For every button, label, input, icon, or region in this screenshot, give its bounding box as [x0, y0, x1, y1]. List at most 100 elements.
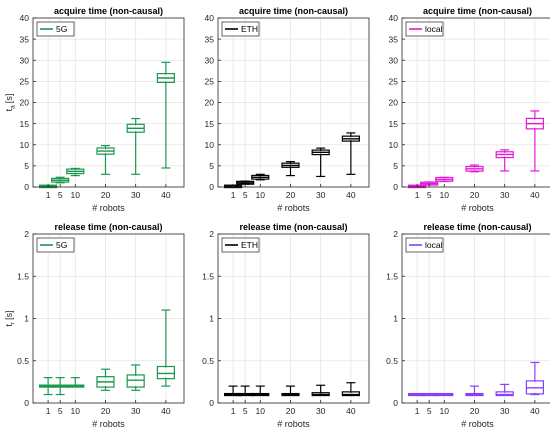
- y-tick-label: 5: [393, 161, 398, 171]
- x-tick-label: 10: [256, 190, 266, 200]
- x-tick-label: 20: [101, 406, 111, 416]
- y-tick-label: 0.5: [386, 356, 398, 366]
- box-iqr: [341, 391, 360, 397]
- y-axis-label-symbol: t: [4, 324, 14, 327]
- y-tick-label: 40: [205, 13, 215, 23]
- legend-label: local: [425, 240, 443, 250]
- x-tick-label: 30: [131, 406, 141, 416]
- y-tick-label: 10: [205, 140, 215, 150]
- y-tick-label: 35: [205, 34, 215, 44]
- x-tick-label: 30: [131, 190, 141, 200]
- y-tick-label: 20: [389, 98, 399, 108]
- y-tick-label: 30: [205, 55, 215, 65]
- box-40: [156, 309, 175, 387]
- x-tick-label: 10: [256, 406, 266, 416]
- x-tick-label: 10: [440, 190, 450, 200]
- y-tick-label: 2: [209, 229, 214, 239]
- box-iqr: [495, 391, 514, 397]
- y-tick-label: 35: [20, 34, 30, 44]
- box-40: [525, 110, 544, 172]
- y-tick-label: 5: [209, 161, 214, 171]
- y-tick-label: 1.5: [202, 271, 214, 281]
- legend: local: [405, 237, 444, 253]
- y-tick-label: 1.5: [386, 271, 398, 281]
- y-tick-label: 0: [24, 398, 29, 408]
- box-20: [465, 385, 484, 397]
- x-tick-label: 30: [500, 406, 510, 416]
- y-tick-label: 1: [209, 314, 214, 324]
- x-tick-label: 5: [427, 406, 432, 416]
- x-tick-label: 1: [46, 190, 51, 200]
- subplot-title: acquire time (non-causal): [423, 6, 532, 16]
- y-tick-label: 25: [205, 77, 215, 87]
- legend-box: [36, 21, 75, 37]
- box-10: [251, 173, 270, 181]
- y-tick-label: 2: [24, 229, 29, 239]
- legend-box: [221, 21, 260, 37]
- x-tick-label: 5: [58, 406, 63, 416]
- legend: 5G: [36, 237, 75, 253]
- y-tick-label: 0: [209, 182, 214, 192]
- y-tick-label: 40: [20, 13, 30, 23]
- x-tick-label: 1: [46, 406, 51, 416]
- box-20: [96, 368, 115, 391]
- x-tick-label: 20: [286, 190, 296, 200]
- x-axis-label: # robots: [277, 203, 310, 213]
- y-axis-label-symbol: t: [4, 108, 14, 111]
- subplot-title: release time (non-causal): [54, 222, 162, 232]
- y-axis-label-subscript: r: [10, 321, 17, 324]
- x-tick-label: 40: [161, 406, 171, 416]
- box-10: [435, 176, 454, 183]
- box-10: [251, 385, 270, 397]
- y-tick-label: 15: [20, 119, 30, 129]
- box-30: [126, 117, 145, 175]
- box-40: [341, 382, 360, 397]
- x-tick-label: 1: [415, 406, 420, 416]
- y-tick-label: 15: [205, 119, 215, 129]
- box-30: [495, 149, 514, 172]
- x-tick-label: 1: [415, 190, 420, 200]
- x-tick-label: 20: [101, 190, 111, 200]
- box-20: [281, 385, 300, 397]
- x-tick-label: 5: [243, 190, 248, 200]
- y-tick-label: 20: [205, 98, 215, 108]
- x-tick-label: 10: [440, 406, 450, 416]
- x-tick-label: 20: [470, 190, 480, 200]
- box-10: [66, 377, 85, 388]
- legend-box: [405, 21, 444, 37]
- y-tick-label: 40: [389, 13, 399, 23]
- y-tick-label: 25: [389, 77, 399, 87]
- y-tick-label: 0: [393, 182, 398, 192]
- box-40: [341, 132, 360, 175]
- y-axis-label-unit: [s]: [4, 310, 14, 320]
- y-tick-label: 1.5: [17, 271, 29, 281]
- box-5: [420, 392, 439, 397]
- box-20: [281, 161, 300, 177]
- legend: ETH: [221, 21, 260, 37]
- box-40: [156, 61, 175, 169]
- y-tick-label: 30: [20, 55, 30, 65]
- y-tick-label: 30: [389, 55, 399, 65]
- y-tick-label: 10: [389, 140, 399, 150]
- box-30: [126, 364, 145, 391]
- y-tick-label: 5: [24, 161, 29, 171]
- y-axis-label-unit: [s]: [4, 94, 14, 104]
- box-5: [236, 180, 255, 185]
- y-axis-label: tr[s]: [4, 310, 17, 326]
- subplot-title: acquire time (non-causal): [239, 6, 348, 16]
- x-tick-label: 30: [316, 406, 326, 416]
- x-tick-label: 10: [71, 190, 81, 200]
- legend-box: [221, 237, 260, 253]
- legend: 5G: [36, 21, 75, 37]
- y-tick-label: 0.5: [17, 356, 29, 366]
- y-tick-label: 1: [393, 314, 398, 324]
- y-tick-label: 0: [24, 182, 29, 192]
- x-tick-label: 40: [530, 190, 540, 200]
- legend-label: 5G: [56, 240, 67, 250]
- x-axis-label: # robots: [461, 419, 494, 429]
